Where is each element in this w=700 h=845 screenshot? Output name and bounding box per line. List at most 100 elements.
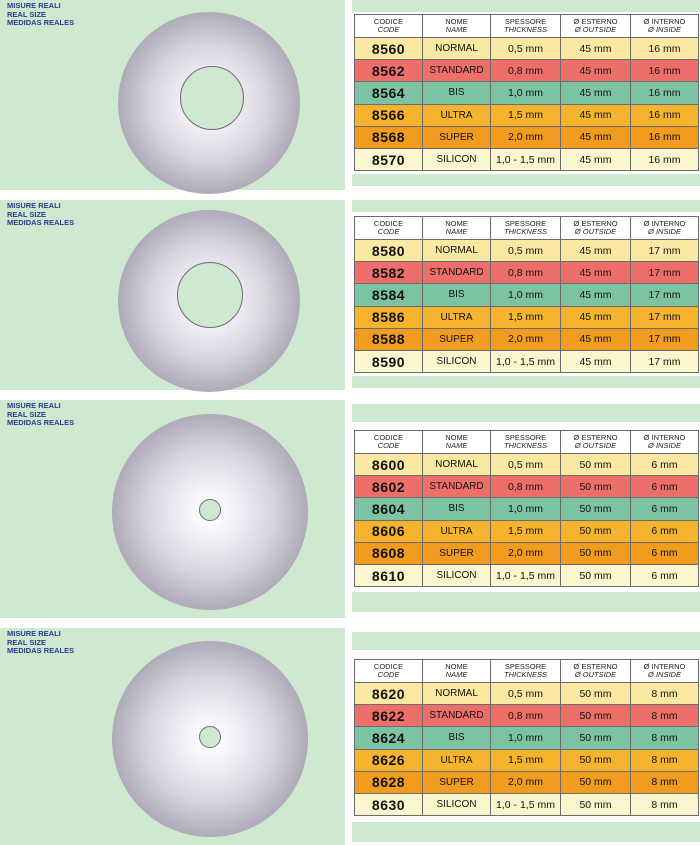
table-row: 8624 BIS 1,0 mm 50 mm 8 mm [354,726,699,750]
name-cell: NORMAL [422,238,491,263]
name-cell: SUPER [422,541,491,565]
thickness-cell: 1,0 - 1,5 mm [490,147,561,172]
name-cell: NORMAL [422,681,491,706]
outside-cell: 50 mm [560,475,631,499]
outside-cell: 50 mm [560,452,631,477]
table-row: 8570 SILICON 1,0 - 1,5 mm 45 mm 16 mm [354,147,699,172]
outside-cell: 45 mm [560,305,631,329]
name-cell: SILICON [422,792,491,817]
name-cell: ULTRA [422,103,491,127]
table-row: 8564 BIS 1,0 mm 45 mm 16 mm [354,81,699,105]
table-row: 8580 NORMAL 0,5 mm 45 mm 17 mm [354,238,699,263]
inside-cell: 16 mm [630,103,699,127]
table-row: 8588 SUPER 2,0 mm 45 mm 17 mm [354,327,699,351]
code-cell: 8582 [354,261,423,285]
inside-cell: 6 mm [630,475,699,499]
inside-cell: 17 mm [630,349,699,374]
disc-hole [199,499,221,521]
table-header-row: CODICE CODE NOME NAME SPESSORE THICKNESS Ø … [354,430,699,454]
code-cell: 8630 [354,792,423,817]
thickness-cell: 0,8 mm [490,261,561,285]
table-row: 8560 NORMAL 0,5 mm 45 mm 16 mm [354,36,699,61]
code-cell: 8570 [354,147,423,172]
code-cell: 8600 [354,452,423,477]
size-label-en: REAL SIZE [7,9,47,19]
thickness-cell: 0,5 mm [490,681,561,706]
size-label-it: MISURE REALI [7,1,61,10]
col-header-thickness: SPESSORE THICKNESS [490,430,561,454]
inside-cell: 17 mm [630,305,699,329]
thickness-cell: 0,5 mm [490,36,561,61]
size-label-es: MEDIDAS REALES [7,18,75,27]
thickness-cell: 1,0 - 1,5 mm [490,563,561,588]
table-row: 8590 SILICON 1,0 - 1,5 mm 45 mm 17 mm [354,349,699,374]
bottom-bar [352,174,700,186]
header-bar [352,404,700,422]
thickness-cell: 0,8 mm [490,475,561,499]
table-row: 8566 ULTRA 1,5 mm 45 mm 16 mm [354,103,699,127]
thickness-cell: 1,5 mm [490,103,561,127]
size-label-it: MISURE REALI [7,401,61,410]
thickness-cell: 1,0 mm [490,283,561,307]
col-header-outside: Ø ESTERNO Ø OUTSIDE [560,14,631,38]
table-row: 8602 STANDARD 0,8 mm 50 mm 6 mm [354,475,699,499]
outside-cell: 50 mm [560,563,631,588]
table-row: 8606 ULTRA 1,5 mm 50 mm 6 mm [354,519,699,543]
col-header-outside: Ø ESTERNO Ø OUTSIDE [560,216,631,240]
table-header-row: CODICE CODE NOME NAME SPESSORE THICKNESS Ø … [354,659,699,683]
col-header-thickness: SPESSORE THICKNESS [490,14,561,38]
thickness-cell: 1,0 mm [490,81,561,105]
inside-cell: 8 mm [630,704,699,728]
name-cell: BIS [422,726,491,750]
name-cell: ULTRA [422,748,491,772]
code-cell: 8608 [354,541,423,565]
inside-cell: 17 mm [630,261,699,285]
outside-cell: 45 mm [560,283,631,307]
code-cell: 8628 [354,770,423,794]
inside-cell: 16 mm [630,147,699,172]
code-cell: 8622 [354,704,423,728]
spec-table: CODICE CODE NOME NAME SPESSORE THICKNESS Ø … [354,216,699,374]
thickness-cell: 2,0 mm [490,125,561,149]
outside-cell: 45 mm [560,147,631,172]
name-cell: STANDARD [422,261,491,285]
outside-cell: 45 mm [560,238,631,263]
outside-cell: 50 mm [560,497,631,521]
table-row: 8622 STANDARD 0,8 mm 50 mm 8 mm [354,704,699,728]
spec-table: CODICE CODE NOME NAME SPESSORE THICKNESS Ø … [354,430,699,588]
outside-cell: 50 mm [560,681,631,706]
code-cell: 8560 [354,36,423,61]
code-cell: 8606 [354,519,423,543]
outside-cell: 50 mm [560,748,631,772]
inside-cell: 17 mm [630,238,699,263]
col-header-outside: Ø ESTERNO Ø OUTSIDE [560,659,631,683]
col-header-name: NOME NAME [422,430,491,454]
col-header-name: NOME NAME [422,216,491,240]
code-cell: 8610 [354,563,423,588]
thickness-cell: 1,0 - 1,5 mm [490,792,561,817]
code-cell: 8626 [354,748,423,772]
name-cell: SILICON [422,349,491,374]
inside-cell: 6 mm [630,497,699,521]
name-cell: ULTRA [422,519,491,543]
inside-cell: 6 mm [630,541,699,565]
real-size-area: MISURE REALI REAL SIZE MEDIDAS REALES [0,200,345,392]
size-label-es: MEDIDAS REALES [7,646,75,655]
real-size-area: MISURE REALI REAL SIZE MEDIDAS REALES [0,0,345,194]
table-row: 8562 STANDARD 0,8 mm 45 mm 16 mm [354,59,699,83]
size-label-it: MISURE REALI [7,629,61,638]
size-label-es: MEDIDAS REALES [7,218,75,227]
thickness-cell: 1,0 mm [490,726,561,750]
spec-table: CODICE CODE NOME NAME SPESSORE THICKNESS Ø … [354,659,699,817]
header-bar [352,632,700,650]
bottom-bar [352,592,700,612]
table-row: 8568 SUPER 2,0 mm 45 mm 16 mm [354,125,699,149]
col-header-name: NOME NAME [422,659,491,683]
thickness-cell: 2,0 mm [490,770,561,794]
real-size-label: MISURE REALI REAL SIZE MEDIDAS REALES [7,1,75,28]
product-panel-3: MISURE REALI REAL SIZE MEDIDAS REALES CO… [0,400,700,618]
name-cell: STANDARD [422,475,491,499]
code-cell: 8588 [354,327,423,351]
outside-cell: 50 mm [560,541,631,565]
inside-cell: 6 mm [630,519,699,543]
